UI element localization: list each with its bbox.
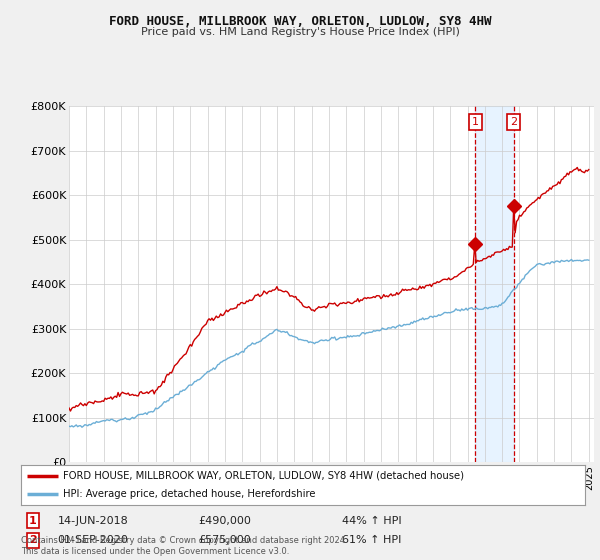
Text: £490,000: £490,000 <box>199 516 251 526</box>
Text: FORD HOUSE, MILLBROOK WAY, ORLETON, LUDLOW, SY8 4HW: FORD HOUSE, MILLBROOK WAY, ORLETON, LUDL… <box>109 15 491 27</box>
Text: 01-SEP-2020: 01-SEP-2020 <box>58 535 128 545</box>
Text: 2: 2 <box>510 117 517 127</box>
Text: 14-JUN-2018: 14-JUN-2018 <box>58 516 128 526</box>
Text: FORD HOUSE, MILLBROOK WAY, ORLETON, LUDLOW, SY8 4HW (detached house): FORD HOUSE, MILLBROOK WAY, ORLETON, LUDL… <box>64 471 464 480</box>
Text: 1: 1 <box>29 516 37 526</box>
Bar <box>475 106 514 462</box>
Text: £575,000: £575,000 <box>199 535 251 545</box>
Text: 1: 1 <box>472 117 479 127</box>
Text: Price paid vs. HM Land Registry's House Price Index (HPI): Price paid vs. HM Land Registry's House … <box>140 27 460 37</box>
Text: 44% ↑ HPI: 44% ↑ HPI <box>342 516 402 526</box>
Text: HPI: Average price, detached house, Herefordshire: HPI: Average price, detached house, Here… <box>64 489 316 499</box>
Text: 2: 2 <box>29 535 37 545</box>
Text: 61% ↑ HPI: 61% ↑ HPI <box>343 535 401 545</box>
Text: Contains HM Land Registry data © Crown copyright and database right 2024.
This d: Contains HM Land Registry data © Crown c… <box>21 536 347 556</box>
